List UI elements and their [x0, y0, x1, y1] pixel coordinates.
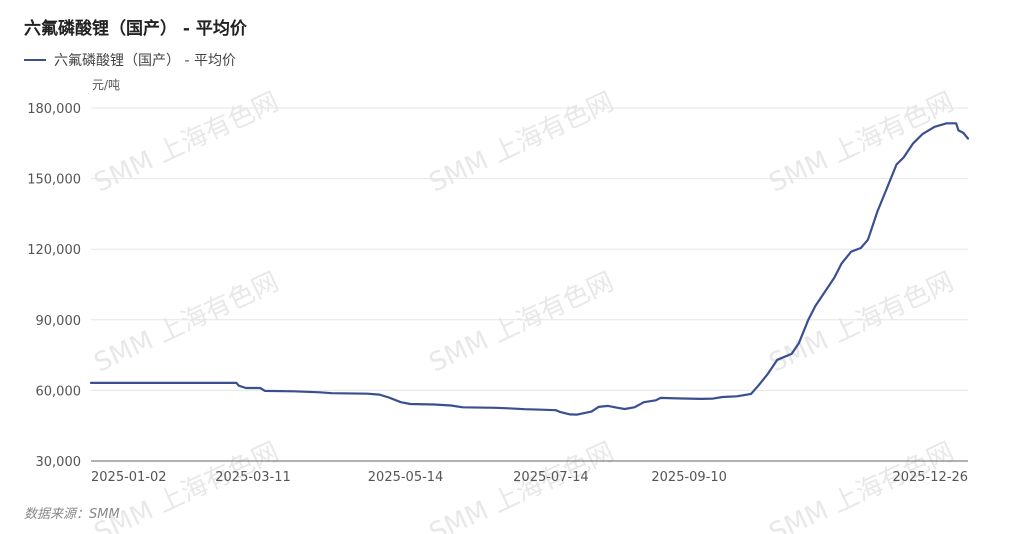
watermark-text: SMM 上海有色网 — [425, 267, 619, 379]
y-tick-label: 150,000 — [27, 173, 81, 188]
watermark-text: SMM 上海有色网 — [765, 437, 959, 534]
x-tick-label: 2025-01-02 — [91, 470, 167, 485]
watermark-text: SMM 上海有色网 — [765, 87, 959, 199]
x-tick-label: 2025-07-14 — [513, 470, 589, 485]
y-tick-label: 90,000 — [36, 314, 82, 329]
legend-label: 六氟磷酸锂（国产） - 平均价 — [54, 53, 236, 69]
series-line[interactable] — [89, 122, 970, 416]
series-layer — [89, 122, 970, 416]
y-tick-label: 30,000 — [36, 455, 82, 470]
y-tick-label: 60,000 — [36, 384, 82, 399]
data-source: 数据来源：SMM — [24, 507, 120, 522]
watermark-text: SMM 上海有色网 — [90, 87, 284, 199]
gridlines — [91, 107, 968, 391]
chart-legend[interactable]: 六氟磷酸锂（国产） - 平均价 — [24, 50, 236, 70]
y-axis-unit: 元/吨 — [92, 78, 120, 92]
watermark-text: SMM 上海有色网 — [765, 267, 959, 379]
x-axis: 2025-01-02 2025-03-11 2025-05-14 2025-07-14… — [91, 460, 968, 485]
y-tick-label: 120,000 — [27, 243, 81, 258]
y-tick-label: 180,000 — [27, 102, 81, 117]
x-tick-label: 2025-09-10 — [651, 470, 727, 485]
watermark-text: SMM 上海有色网 — [90, 267, 284, 379]
x-tick-label: 2025-05-14 — [368, 470, 444, 485]
watermark-layer: SMM 上海有色网 SMM 上海有色网 SMM 上海有色网 SMM 上海有色网 SMM … — [90, 87, 959, 534]
x-tick-label: 2025-03-11 — [215, 470, 291, 485]
legend-line-swatch — [24, 59, 46, 61]
chart-title: 六氟磷酸锂（国产） - 平均价 — [24, 19, 247, 39]
y-axis: 30,000 60,000 90,000 120,000 150,000 180,000 元… — [27, 78, 120, 470]
watermark-text: SMM 上海有色网 — [425, 437, 619, 534]
watermark-text: SMM 上海有色网 — [425, 87, 619, 199]
x-tick-label: 2025-12-26 — [892, 470, 968, 485]
